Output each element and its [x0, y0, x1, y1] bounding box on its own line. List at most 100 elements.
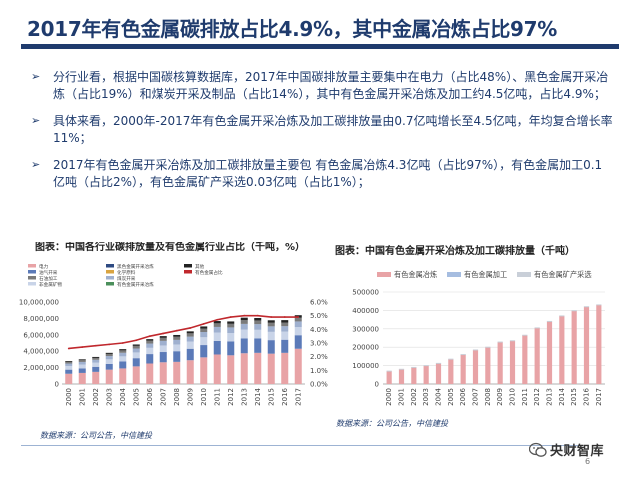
stacked-bar-segment — [213, 340, 221, 355]
stacked-bar-segment — [105, 353, 113, 357]
stacked-bar-segment — [240, 317, 248, 321]
stacked-bar-segment — [213, 323, 221, 327]
bullet-item: ➢ 2017年有色金属开采冶炼及加工碳排放量主要包 有色金属冶炼4.3亿吨（占比… — [29, 157, 614, 190]
x-tick-label: 2002 — [92, 388, 100, 406]
x-tick-label: 2004 — [435, 387, 443, 405]
share-line-point — [81, 346, 84, 348]
right-chart: 有色金属冶炼 有色金属加工 有色金属矿产采选 0 100000 200000 300000 4… — [352, 270, 605, 406]
stacked-bar-segment — [146, 354, 154, 364]
stacked-bar-segment — [78, 364, 86, 369]
stacked-bar-segment — [92, 366, 100, 372]
x-tick-label: 2000 — [385, 388, 393, 406]
bullet-text: 具体来看，2000年-2017年有色金属开采冶炼及加工碳排放量由0.7亿吨增长至… — [53, 114, 613, 145]
bar — [411, 367, 417, 384]
stacked-bar-segment — [267, 353, 275, 384]
x-tick-label: 2017 — [294, 388, 302, 406]
x-tick-label: 2014 — [254, 387, 262, 405]
x-tick-label: 2015 — [267, 388, 275, 406]
stacked-bar-segment — [240, 338, 248, 354]
bar — [583, 306, 590, 384]
right-chart-source: 数据来源：公司公告，中信建投 — [336, 419, 448, 428]
share-line-point — [175, 329, 178, 332]
x-tick-label: 2011 — [521, 388, 529, 406]
legend-swatch — [377, 272, 391, 277]
share-line-point — [67, 347, 70, 350]
x-tick-label: 2000 — [65, 388, 73, 406]
x-tick-label: 2008 — [484, 388, 492, 406]
stacked-bar-segment — [240, 329, 248, 339]
stacked-bar-segment — [173, 339, 181, 345]
y-tick-label: 0 — [375, 381, 379, 389]
y-tick-label: 6,000,000 — [23, 331, 59, 339]
share-line-point — [121, 342, 124, 344]
x-tick-label: 2001 — [78, 388, 86, 406]
x-tick-label: 2003 — [422, 388, 430, 406]
stacked-bar-segment — [240, 353, 248, 384]
stacked-bar-segment — [186, 336, 194, 342]
stacked-bar-segment — [186, 331, 194, 334]
stacked-bar-segment — [200, 357, 208, 384]
stacked-bar-segment — [227, 355, 235, 384]
stacked-bar-segment — [200, 337, 208, 346]
stacked-bar-segment — [92, 357, 100, 360]
arrow-bullet-icon: ➢ — [31, 114, 41, 127]
y-tick-label: 2,000,000 — [23, 364, 59, 372]
x-tick-label: 2012 — [533, 388, 541, 406]
legend-label: 黑色金属开采冶炼 — [117, 263, 154, 270]
stacked-bar-segment — [281, 339, 289, 353]
stacked-bar-segment — [254, 338, 262, 353]
x-tick-label: 2002 — [410, 388, 418, 406]
stacked-bar-segment — [213, 326, 221, 333]
stacked-bar-segment — [65, 365, 73, 370]
x-tick-label: 2009 — [186, 388, 194, 406]
stacked-bar-segment — [254, 329, 262, 339]
stacked-bar-segment — [186, 341, 194, 349]
y-tick-label: 300000 — [352, 325, 379, 333]
legend-swatch — [106, 270, 114, 274]
footer-divider — [21, 445, 581, 446]
legend-swatch — [517, 272, 531, 277]
x-tick-label: 2010 — [509, 388, 517, 406]
stacked-bar-segment — [159, 337, 167, 341]
stacked-bar-segment — [186, 333, 194, 337]
bullet-item: ➢ 分行业看，根据中国碳核算数据库，2017年中国碳排放量主要集中在电力（占比4… — [29, 69, 614, 102]
y-tick-label: 200000 — [352, 344, 379, 352]
bar — [559, 315, 565, 384]
stacked-bar-segment — [146, 363, 154, 384]
bar — [460, 354, 466, 384]
stacked-bar-segment — [92, 356, 100, 358]
stacked-bar-segment — [294, 335, 302, 349]
legend-label: 有色金属占比 — [195, 269, 223, 276]
stacked-bar-segment — [240, 320, 248, 324]
stacked-bar-segment — [92, 362, 100, 367]
bar — [386, 371, 392, 384]
bar — [423, 365, 429, 384]
stacked-bar-segment — [294, 348, 302, 384]
stacked-bar-segment — [78, 372, 86, 384]
stacked-bar-segment — [227, 323, 235, 328]
stacked-bar-segment — [281, 320, 289, 323]
stacked-bar-segment — [78, 359, 86, 361]
share-line-point — [189, 327, 192, 329]
left-chart-source: 数据来源：公司公告，中信建投 — [40, 431, 152, 440]
stacked-bar-segment — [173, 334, 181, 337]
x-tick-label: 2014 — [558, 387, 566, 405]
y2-tick-label: 3.0% — [310, 340, 328, 348]
stacked-bar-segment — [267, 320, 275, 323]
y-tick-label: 400000 — [352, 307, 379, 315]
stacked-bar-segment — [105, 359, 113, 364]
x-tick-label: 2006 — [459, 387, 467, 405]
legend-label: 有色金属冶炼 — [394, 270, 437, 279]
stacked-bar-segment — [200, 332, 208, 338]
stacked-bar-segment — [254, 352, 262, 384]
legend-label: 有色金属开采冶炼 — [117, 281, 154, 288]
stacked-bar-segment — [159, 352, 167, 363]
bar — [435, 363, 442, 384]
legend-swatch — [106, 282, 114, 286]
stacked-bar-segment — [146, 343, 154, 348]
stacked-bar-segment — [281, 326, 289, 332]
stacked-bar-segment — [105, 363, 113, 370]
stacked-bar-segment — [119, 352, 127, 357]
stacked-bar-segment — [213, 332, 221, 341]
